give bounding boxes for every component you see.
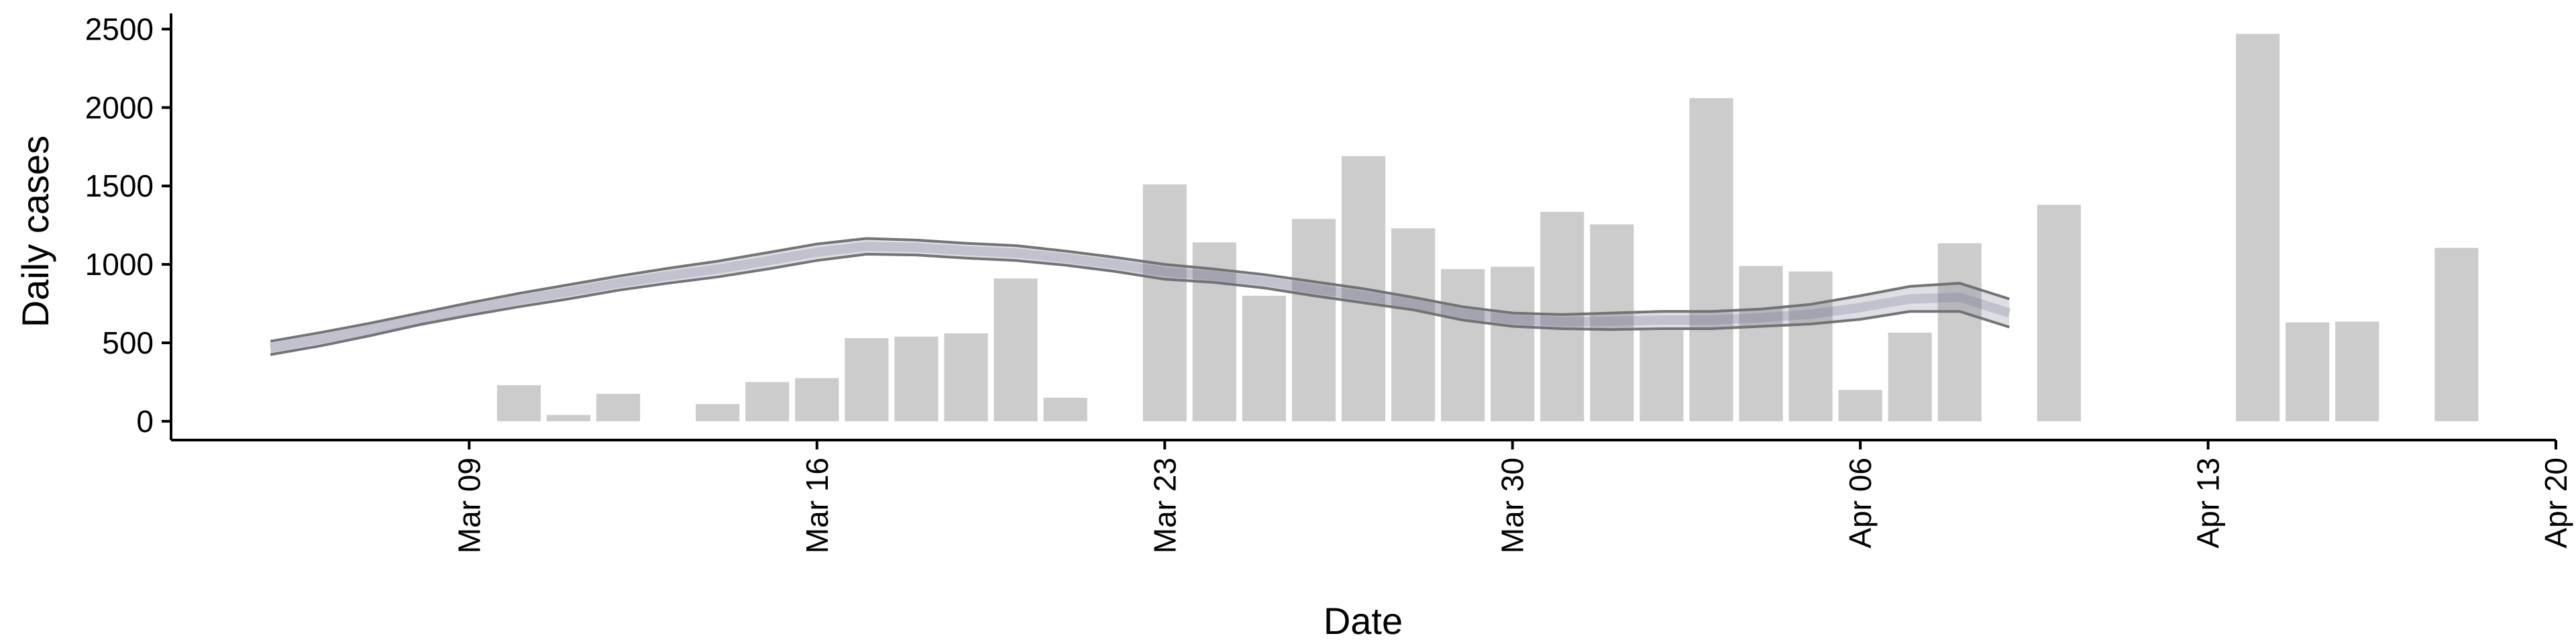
bar xyxy=(1888,332,1932,421)
bar xyxy=(2037,205,2081,421)
bar xyxy=(1291,219,1336,421)
estimate-band xyxy=(270,238,2010,355)
x-tick-label: Mar 30 xyxy=(1495,458,1530,553)
bar xyxy=(2335,321,2379,421)
estimate-lower-line xyxy=(270,252,2010,356)
bar xyxy=(596,394,641,421)
y-ticks: 0 500 1000 1500 2000 2500 xyxy=(85,11,171,439)
bar xyxy=(1441,269,1485,421)
estimate-band-layer xyxy=(269,237,2011,356)
y-tick-label: 0 xyxy=(136,404,154,439)
bar xyxy=(1391,228,1436,421)
x-tick-label: Mar 23 xyxy=(1147,458,1182,553)
bar xyxy=(1491,266,1535,421)
bar xyxy=(546,415,591,421)
bar xyxy=(994,278,1038,421)
y-tick-label: 2500 xyxy=(85,11,154,46)
bar xyxy=(1739,266,1783,421)
bar xyxy=(1937,243,1982,421)
bar xyxy=(2434,248,2479,421)
y-tick-label: 500 xyxy=(102,325,154,360)
estimate-band-core xyxy=(269,241,2011,353)
bar xyxy=(1838,390,1882,421)
y-axis-title: Daily cases xyxy=(14,136,56,327)
x-axis-title: Date xyxy=(1324,600,1403,642)
axes-layer xyxy=(170,13,2556,441)
estimate-upper-line xyxy=(270,237,2010,343)
x-tick-label: Mar 09 xyxy=(451,458,486,553)
x-tick-label: Apr 06 xyxy=(1843,458,1878,549)
bar xyxy=(1640,330,1684,421)
bar xyxy=(845,338,889,421)
y-tick-label: 1500 xyxy=(85,168,154,203)
x-tick-label: Apr 13 xyxy=(2191,458,2226,549)
bar xyxy=(1242,295,1286,421)
bar xyxy=(1192,242,1236,421)
bar xyxy=(1043,397,1087,421)
bar xyxy=(1540,211,1585,421)
y-tick-label: 2000 xyxy=(85,90,154,125)
bar xyxy=(2286,322,2330,421)
y-tick-label: 1000 xyxy=(85,247,154,282)
bar xyxy=(1142,184,1187,421)
bar xyxy=(696,404,740,421)
bar xyxy=(944,333,988,421)
bar xyxy=(795,378,839,421)
bar xyxy=(2236,34,2280,421)
bar xyxy=(745,382,790,421)
x-tick-label: Mar 16 xyxy=(800,458,835,553)
bar xyxy=(894,336,938,421)
bar xyxy=(1689,98,1733,421)
bar xyxy=(496,385,541,421)
bar xyxy=(1788,271,1833,421)
bars-layer xyxy=(496,34,2479,421)
x-ticks: Mar 09 Mar 16 Mar 23 Mar 30 Apr 06 Apr 13 Apr … xyxy=(451,440,2573,553)
x-tick-label: Apr 20 xyxy=(2538,458,2573,549)
bar xyxy=(1590,224,1634,421)
